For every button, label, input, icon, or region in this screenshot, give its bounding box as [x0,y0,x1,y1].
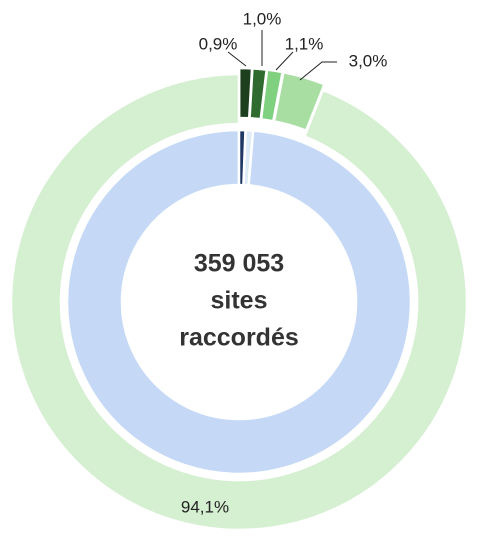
donut-segment [237,128,247,187]
center-text: sites [211,287,268,315]
data-label: 1,1% [285,34,324,53]
center-text: raccordés [179,324,299,352]
data-label: 94,1% [181,497,229,516]
leader-line [227,51,247,67]
donut-segment [272,70,327,133]
center-text: 359 053 [194,250,284,278]
donut-segment [237,66,254,120]
leader-line [275,51,294,71]
leader-line [299,61,337,81]
donut-segment [65,128,413,476]
data-label: 0,9% [199,34,238,53]
donut-segment [9,72,469,532]
donut-segment [259,68,285,123]
donut-segment [248,67,269,121]
data-label: 3,0% [349,51,388,70]
data-label: 1,0% [243,9,282,28]
